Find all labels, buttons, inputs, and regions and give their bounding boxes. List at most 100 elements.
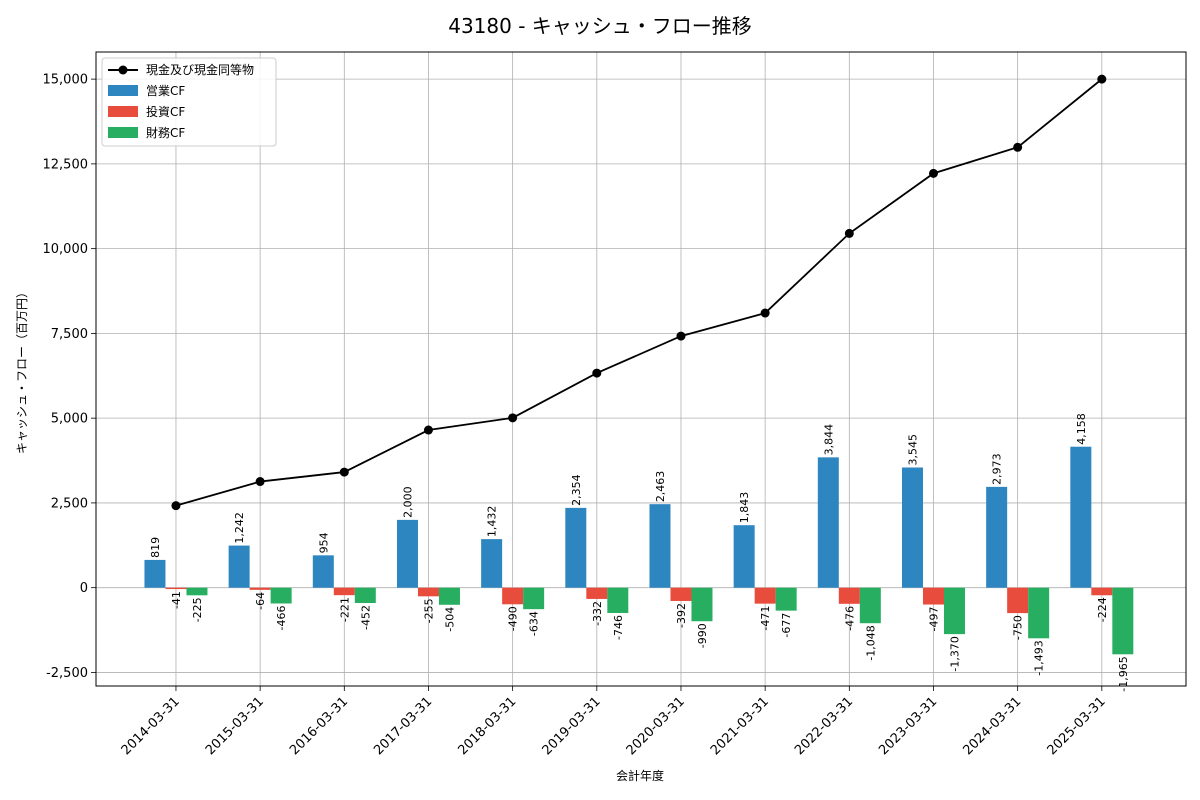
legend-label-cash: 現金及び現金同等物 xyxy=(146,62,254,77)
x-axis-title: 会計年度 xyxy=(616,768,664,783)
bar-financing xyxy=(607,587,629,613)
bar-operating xyxy=(817,457,839,588)
cash-point xyxy=(171,501,181,511)
bar-investing xyxy=(754,587,776,604)
legend: 現金及び現金同等物 営業CF 投資CF 財務CF xyxy=(101,57,277,147)
bar-financing xyxy=(186,587,208,596)
cash-point xyxy=(592,368,602,378)
cash-point xyxy=(760,308,770,318)
legend-box xyxy=(101,57,277,147)
bar-operating xyxy=(986,486,1008,588)
chart-title: 43180 - キャッシュ・フロー推移 xyxy=(448,14,752,38)
bar-investing xyxy=(922,587,944,605)
bar-operating xyxy=(312,555,334,588)
bar-investing xyxy=(165,587,187,590)
bar-operating xyxy=(481,539,503,588)
x-tick-label: 2023-03-31 xyxy=(876,694,940,758)
bar-operating xyxy=(565,507,587,588)
cash-point xyxy=(1097,74,1107,84)
cash-point xyxy=(844,228,854,238)
bar-operating xyxy=(733,525,755,588)
y-tick-label: -2,500 xyxy=(46,666,88,681)
bar-value-label: -221 xyxy=(338,597,351,622)
bar-value-label: -746 xyxy=(612,615,625,640)
legend-label-investing: 投資CF xyxy=(146,104,185,119)
x-tick-label: 2014-03-31 xyxy=(119,694,183,758)
cash-point xyxy=(1013,142,1023,152)
x-tick-label: 2015-03-31 xyxy=(203,694,267,758)
x-tick-label: 2016-03-31 xyxy=(287,694,351,758)
x-tick-label: 2022-03-31 xyxy=(792,694,856,758)
bar-value-label: 1,432 xyxy=(486,506,499,538)
bar-financing xyxy=(354,587,376,604)
cash-point xyxy=(423,425,433,435)
bar-operating xyxy=(228,545,250,588)
x-tick-label: 2017-03-31 xyxy=(371,694,435,758)
cash-point xyxy=(339,467,349,477)
cash-point xyxy=(928,168,938,178)
x-tick-label: 2018-03-31 xyxy=(455,694,519,758)
bar-investing xyxy=(586,587,608,599)
bar-investing xyxy=(249,587,271,590)
bar-financing xyxy=(775,587,797,611)
legend-swatch-financing xyxy=(108,127,138,138)
x-tick-label: 2025-03-31 xyxy=(1045,694,1109,758)
bar-investing xyxy=(1007,587,1029,614)
bar-operating xyxy=(396,519,418,588)
y-tick-label: 12,500 xyxy=(43,157,89,172)
cash-point xyxy=(676,331,686,341)
y-axis-title: キャッシュ・フロー（百万円） xyxy=(15,286,29,454)
bar-financing xyxy=(438,587,460,605)
legend-label-financing: 財務CF xyxy=(146,125,185,140)
bar-value-label: -64 xyxy=(254,592,267,610)
bar-value-label: -677 xyxy=(780,613,793,638)
y-tick-label: 10,000 xyxy=(43,242,89,257)
bar-investing xyxy=(1091,587,1113,596)
legend-marker-swatch xyxy=(118,65,128,75)
bar-investing xyxy=(417,587,439,597)
bar-value-label: -41 xyxy=(170,591,183,609)
bar-value-label: -497 xyxy=(927,607,940,632)
bar-value-label: 3,844 xyxy=(822,424,835,456)
bar-value-label: 819 xyxy=(149,537,162,558)
cash-line xyxy=(175,78,1103,507)
y-tick-label: 0 xyxy=(80,581,88,596)
bar-value-label: -490 xyxy=(507,606,520,631)
axes: -2,500 0 2,500 5,000 7,500 10,000 12,500 15,000… xyxy=(43,51,1187,758)
bar-value-label: -504 xyxy=(443,607,456,632)
bar-value-label: -255 xyxy=(422,598,435,623)
bar-value-label: 2,973 xyxy=(991,453,1004,484)
bar-value-label: 2,354 xyxy=(570,474,583,506)
bar-value-label: 2,000 xyxy=(401,486,414,518)
bar-value-label: -1,493 xyxy=(1033,640,1046,675)
bar-financing xyxy=(943,587,965,635)
bar-value-label: -452 xyxy=(359,605,372,630)
bar-value-label: 1,843 xyxy=(738,492,751,524)
plot-frame xyxy=(95,51,1187,687)
bar-value-label: -1,370 xyxy=(948,636,961,671)
bar-investing xyxy=(670,587,692,601)
legend-label-operating: 営業CF xyxy=(146,84,185,98)
bar-value-label: -471 xyxy=(759,606,772,631)
x-tick-label: 2021-03-31 xyxy=(708,694,772,758)
bar-value-label: 2,463 xyxy=(654,471,667,503)
bar-value-label: -476 xyxy=(843,606,856,631)
bar-operating xyxy=(144,559,166,588)
bar-financing xyxy=(1028,587,1050,639)
legend-swatch-investing xyxy=(108,106,138,117)
bar-value-label: 3,545 xyxy=(906,434,919,466)
bar-value-label: -225 xyxy=(191,597,204,622)
cash-point xyxy=(508,413,518,423)
bar-financing xyxy=(270,587,292,604)
x-tick-label: 2024-03-31 xyxy=(960,694,1024,758)
y-tick-label: 15,000 xyxy=(43,73,89,88)
bars xyxy=(144,446,1134,655)
y-tick-label: 7,500 xyxy=(51,327,88,342)
bar-value-label: 4,158 xyxy=(1075,413,1088,445)
bar-value-label: -1,048 xyxy=(864,625,877,660)
bar-value-label: -750 xyxy=(1012,615,1025,640)
bar-value-label: 954 xyxy=(317,532,330,553)
bar-financing xyxy=(1112,587,1134,655)
bar-operating xyxy=(901,467,923,588)
